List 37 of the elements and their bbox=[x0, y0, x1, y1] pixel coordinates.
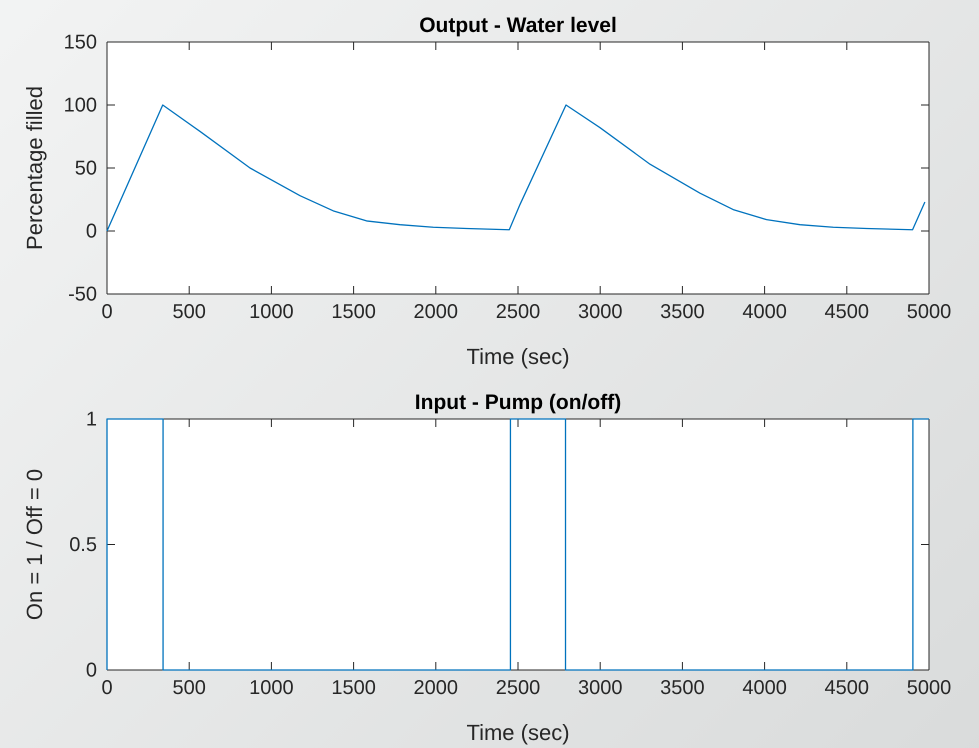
y-tick-label: 1 bbox=[86, 408, 97, 430]
x-axis-title: Time (sec) bbox=[466, 720, 570, 745]
chart-title: Output - Water level bbox=[419, 14, 617, 37]
x-tick-label: 500 bbox=[172, 301, 206, 324]
x-tick-label: 4500 bbox=[824, 677, 870, 700]
x-tick-label: 0 bbox=[101, 677, 113, 700]
y-axis-title: On = 1 / Off = 0 bbox=[22, 468, 47, 620]
x-tick-label: 1000 bbox=[249, 301, 294, 324]
x-tick-label: 4500 bbox=[824, 301, 870, 324]
y-axis-title: Percentage filled bbox=[22, 86, 47, 250]
x-axis-title: Time (sec) bbox=[466, 344, 570, 369]
y-tick-label: 0 bbox=[86, 220, 97, 242]
x-tick-label: 5000 bbox=[906, 677, 952, 700]
x-tick-label: 1500 bbox=[331, 301, 376, 324]
x-tick-label: 2500 bbox=[496, 677, 540, 700]
x-tick-label: 3000 bbox=[578, 301, 622, 324]
line-series bbox=[106, 104, 926, 232]
x-tick-label: 4000 bbox=[742, 677, 787, 700]
y-tick-label: 100 bbox=[64, 94, 97, 116]
x-tick-label: 0 bbox=[101, 301, 113, 324]
x-tick-label: 2000 bbox=[414, 677, 458, 700]
y-tick-label: 0 bbox=[86, 659, 97, 682]
x-tick-label: 2500 bbox=[496, 301, 540, 324]
x-tick-label: 3500 bbox=[660, 677, 705, 700]
x-tick-label: 2000 bbox=[414, 301, 458, 324]
y-tick-label: 150 bbox=[64, 31, 97, 54]
y-tick-label: -50 bbox=[68, 283, 97, 306]
x-tick-label: 3500 bbox=[660, 301, 705, 324]
y-tick-label: 0.5 bbox=[69, 534, 97, 556]
x-tick-label: 500 bbox=[172, 677, 206, 700]
x-tick-label: 4000 bbox=[742, 301, 787, 324]
y-tick-label: 50 bbox=[74, 157, 97, 180]
x-tick-label: 5000 bbox=[906, 301, 952, 324]
x-tick-label: 1500 bbox=[331, 677, 376, 700]
x-tick-label: 1000 bbox=[249, 677, 294, 700]
x-tick-label: 3000 bbox=[578, 677, 622, 700]
chart-title: Input - Pump (on/off) bbox=[414, 391, 622, 414]
